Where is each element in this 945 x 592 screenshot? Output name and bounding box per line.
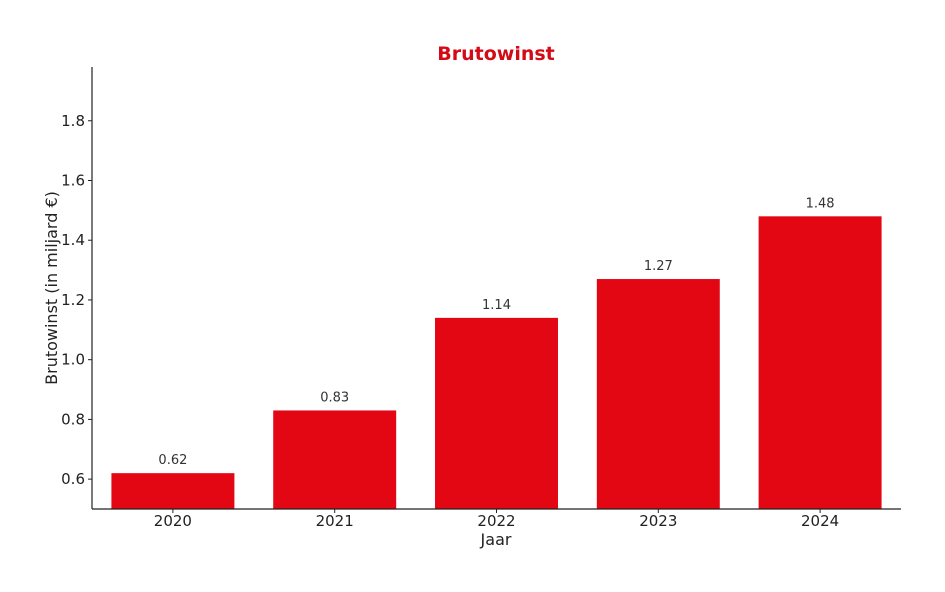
x-tick-label-2024: 2024 (801, 512, 839, 530)
data-label-2022: 1.14 (482, 298, 511, 313)
y-tick-label-0.8: 0.8 (61, 410, 85, 428)
y-axis-label: Brutowinst (in miljard €) (42, 191, 61, 385)
y-tick-label-1.0: 1.0 (61, 351, 85, 369)
bar-2022 (435, 317, 558, 509)
y-axis-ticks: 0.6 0.8 1.0 1.2 1.4 1.6 1.8 (61, 112, 92, 488)
data-label-2021: 0.83 (320, 390, 349, 405)
y-tick-label-0.6: 0.6 (61, 470, 85, 488)
x-tick-label-2021: 2021 (316, 512, 354, 530)
y-tick-label-1.4: 1.4 (61, 231, 85, 249)
bar-2024 (758, 216, 882, 509)
y-tick-label-1.6: 1.6 (61, 171, 85, 189)
data-labels-group: 0.62 0.83 1.14 1.27 1.48 (158, 196, 834, 468)
data-label-2020: 0.62 (158, 453, 187, 468)
x-tick-label-2022: 2022 (477, 512, 515, 530)
x-axis-ticks: 2020 2021 2022 2023 2024 (154, 509, 839, 530)
bar-2023 (596, 279, 720, 509)
x-axis-label: Jaar (480, 530, 512, 549)
x-tick-label-2020: 2020 (154, 512, 192, 530)
data-label-2024: 1.48 (806, 196, 835, 211)
chart-title: Brutowinst (437, 43, 555, 65)
bars-group (111, 216, 882, 509)
x-tick-label-2023: 2023 (639, 512, 677, 530)
y-tick-label-1.2: 1.2 (61, 291, 85, 309)
bar-2020 (111, 473, 235, 509)
bar-2021 (273, 410, 397, 509)
data-label-2023: 1.27 (644, 259, 673, 274)
y-tick-label-1.8: 1.8 (61, 112, 85, 130)
